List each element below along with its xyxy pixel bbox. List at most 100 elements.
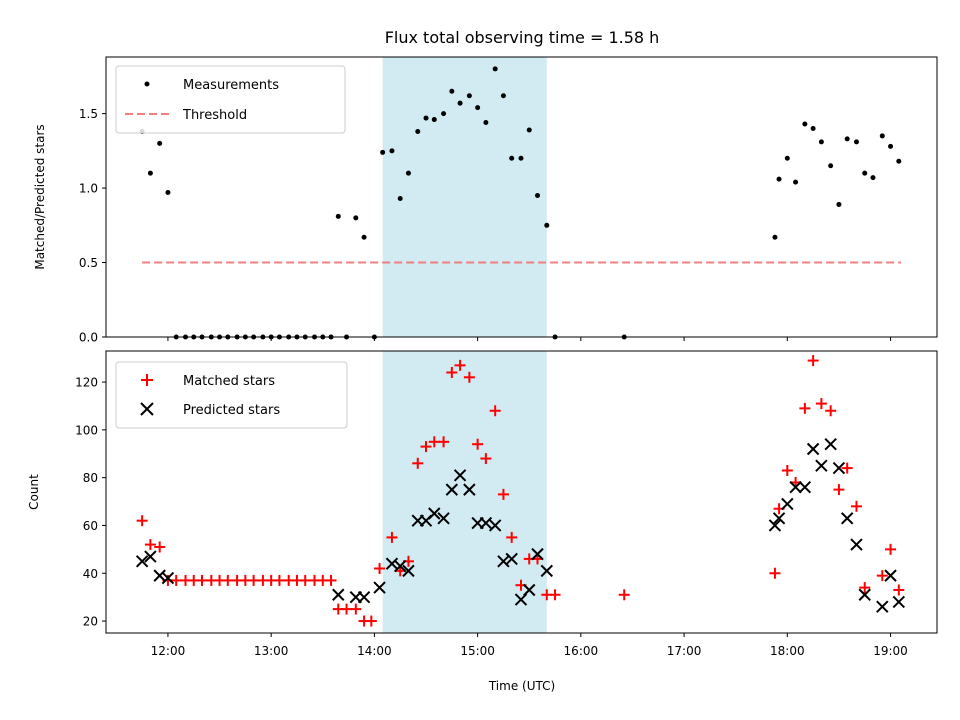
measurement-point <box>544 222 550 228</box>
predicted-star-point <box>428 507 441 520</box>
measurement-point <box>353 215 359 221</box>
measurement-point <box>776 176 782 182</box>
bottom-y-axis-label: Count <box>27 474 41 510</box>
predicted-star-point <box>445 483 459 496</box>
matched-star-point <box>446 367 458 379</box>
matched-star-point <box>825 405 837 417</box>
legend-threshold-label: Threshold <box>182 108 247 123</box>
x-tick-label: 18:00 <box>770 644 805 658</box>
measurement-point <box>836 201 842 207</box>
predicted-star-point <box>876 600 889 613</box>
predicted-star-point <box>453 469 467 482</box>
x-tick-label: 13:00 <box>254 644 289 658</box>
predicted-star-point <box>402 564 415 578</box>
matched-star-point <box>506 531 518 543</box>
top-legend-box <box>115 65 346 134</box>
measurement-point <box>380 149 386 155</box>
matched-star-point <box>325 574 337 586</box>
measurement-point <box>888 143 894 149</box>
matched-star-point <box>136 515 148 527</box>
measurement-point <box>415 128 421 134</box>
matched-star-point <box>196 574 208 586</box>
matched-star-point <box>374 562 386 574</box>
measurement-point <box>157 140 163 146</box>
predicted-star-point <box>858 588 871 601</box>
x-tick-label: 16:00 <box>564 644 599 658</box>
predicted-star-point <box>850 538 863 551</box>
top-y-tick-label: 0.5 <box>79 256 98 270</box>
bottom-panel-highlight-span <box>382 351 547 633</box>
measurement-point <box>535 193 541 199</box>
x-tick-label: 14:00 <box>357 644 392 658</box>
measurement-point <box>853 139 859 145</box>
matched-star-point <box>781 464 793 476</box>
top-panel-highlight-span <box>382 57 547 337</box>
predicted-star-point <box>798 481 812 494</box>
predicted-star-point <box>332 588 345 601</box>
legend-predicted-marker <box>140 402 154 416</box>
matched-star-point <box>489 405 501 417</box>
bottom-y-tick-label: 120 <box>75 376 98 390</box>
predicted-star-point <box>884 569 897 582</box>
matched-star-point <box>769 567 781 579</box>
predicted-star-point <box>892 595 906 609</box>
bottom-y-tick-label: 40 <box>83 567 98 581</box>
bottom-y-tick-label: 80 <box>83 471 98 485</box>
bottom-y-tick-label: 100 <box>75 423 98 437</box>
measurement-point <box>397 195 403 201</box>
predicted-star-point <box>161 571 175 585</box>
measurement-point <box>896 158 902 164</box>
predicted-star-point <box>144 550 157 563</box>
measurement-point <box>441 111 447 117</box>
matched-star-point <box>144 539 156 551</box>
matched-star-point <box>841 462 853 474</box>
matched-star-point <box>463 371 475 383</box>
bottom-legend: Matched stars Predicted stars <box>115 361 348 429</box>
matched-star-point <box>850 500 862 512</box>
matched-star-point <box>480 453 492 465</box>
predicted-star-point <box>540 564 553 578</box>
x-axis-label: Time (UTC) <box>488 679 555 693</box>
matched-star-point <box>428 436 440 448</box>
matched-star-point <box>859 582 871 594</box>
measurement-point <box>483 120 489 126</box>
measurement-point <box>492 66 498 72</box>
measurement-point <box>466 93 472 99</box>
measurement-point <box>147 170 153 176</box>
measurement-point <box>828 163 834 169</box>
matched-star-point <box>472 438 484 450</box>
legend-measurements-label: Measurements <box>183 78 279 93</box>
measurement-point <box>361 234 367 240</box>
measurement-point <box>423 115 429 121</box>
legend-matched-label: Matched stars <box>183 374 275 389</box>
predicted-star-point <box>497 555 510 568</box>
matched-star-point <box>454 359 466 371</box>
top-y-tick-label: 1.5 <box>79 107 98 121</box>
matched-star-point <box>222 574 234 586</box>
legend-matched-marker <box>141 374 153 386</box>
legend-predicted-label: Predicted stars <box>183 403 280 418</box>
matched-star-point <box>365 615 377 627</box>
predicted-star-point <box>479 516 493 530</box>
matched-star-point <box>386 531 398 543</box>
predicted-star-point <box>357 590 371 604</box>
predicted-star-point <box>153 569 166 582</box>
bottom-panel-frame <box>105 350 938 634</box>
measurement-point <box>431 117 437 123</box>
measurement-point <box>793 179 799 185</box>
predicted-star-point <box>772 512 786 525</box>
measurement-point <box>802 121 808 127</box>
measurement-point <box>844 136 850 142</box>
matched-star-point <box>876 570 888 582</box>
measurement-point <box>818 139 824 145</box>
legend-measurements-marker <box>144 81 150 87</box>
predicted-star-point <box>135 555 149 568</box>
measurement-point <box>500 93 506 99</box>
bottom-panel: 20 40 60 80 100 120 12:00 13:00 14:00 15:00 16:00… <box>27 350 938 693</box>
matched-star-point <box>833 484 845 496</box>
predicted-star-point <box>505 552 518 566</box>
matched-star-point <box>412 457 424 469</box>
x-tick-label: 12:00 <box>151 644 186 658</box>
matched-star-point <box>815 398 827 410</box>
